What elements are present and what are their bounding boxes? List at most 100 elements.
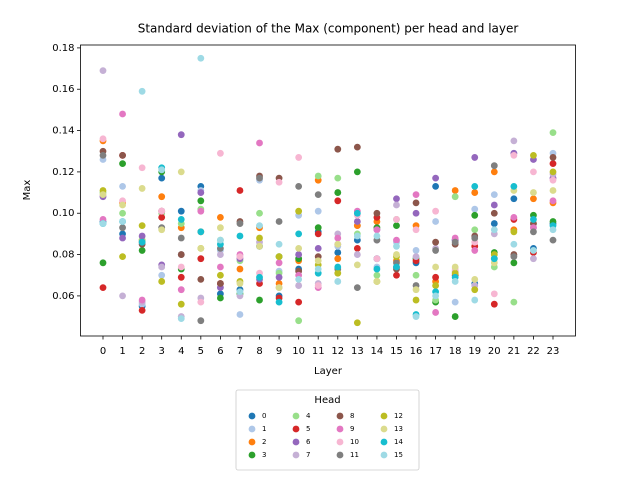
point bbox=[549, 187, 557, 194]
legend-label: 13 bbox=[394, 425, 403, 433]
point bbox=[119, 253, 126, 261]
point bbox=[334, 145, 342, 153]
point bbox=[216, 251, 224, 258]
legend-marker bbox=[248, 412, 256, 420]
point bbox=[295, 230, 303, 238]
point bbox=[158, 226, 166, 234]
point bbox=[549, 197, 557, 205]
point bbox=[373, 278, 381, 285]
point bbox=[119, 201, 126, 209]
point bbox=[216, 236, 224, 244]
point bbox=[158, 174, 166, 182]
legend-label: 10 bbox=[350, 438, 359, 446]
legend-marker bbox=[248, 438, 256, 446]
point bbox=[432, 247, 440, 254]
point bbox=[530, 228, 537, 236]
point bbox=[295, 207, 303, 215]
point bbox=[334, 255, 342, 263]
point bbox=[158, 271, 166, 279]
point bbox=[314, 244, 322, 252]
point bbox=[334, 269, 342, 277]
point bbox=[412, 296, 420, 304]
point bbox=[412, 199, 420, 207]
point bbox=[138, 164, 146, 172]
point bbox=[314, 257, 322, 265]
point bbox=[451, 278, 459, 285]
point bbox=[295, 154, 303, 161]
x-tick-label: 6 bbox=[217, 346, 223, 357]
point bbox=[177, 216, 185, 223]
point bbox=[490, 209, 498, 217]
point bbox=[471, 189, 479, 196]
x-tick-label: 0 bbox=[100, 346, 106, 357]
point bbox=[314, 191, 322, 199]
point bbox=[138, 247, 146, 254]
point bbox=[119, 151, 126, 159]
point bbox=[549, 168, 557, 176]
point bbox=[256, 174, 263, 182]
point bbox=[197, 298, 205, 306]
point bbox=[412, 191, 420, 199]
point bbox=[530, 189, 537, 196]
point bbox=[138, 222, 146, 230]
point bbox=[275, 259, 283, 267]
y-tick-label: 0.16 bbox=[52, 84, 74, 95]
point bbox=[549, 160, 557, 168]
point bbox=[334, 197, 342, 205]
x-tick-label: 10 bbox=[292, 346, 305, 357]
point bbox=[236, 220, 244, 227]
point bbox=[549, 176, 557, 184]
point bbox=[432, 282, 440, 289]
point bbox=[256, 234, 263, 242]
legend-marker bbox=[380, 425, 388, 433]
point bbox=[451, 298, 459, 306]
legend-label: 1 bbox=[262, 425, 266, 433]
point bbox=[393, 263, 400, 271]
point bbox=[530, 247, 537, 254]
legend-marker bbox=[292, 451, 300, 459]
x-tick-label: 13 bbox=[351, 346, 364, 357]
legend-label: 0 bbox=[262, 412, 266, 420]
point bbox=[177, 315, 185, 323]
point bbox=[353, 218, 361, 225]
point bbox=[236, 288, 244, 296]
point bbox=[510, 213, 518, 221]
point bbox=[158, 213, 166, 221]
point bbox=[353, 284, 361, 292]
legend-label: 7 bbox=[306, 451, 310, 459]
point bbox=[99, 67, 107, 75]
point bbox=[432, 207, 440, 215]
point bbox=[197, 228, 205, 236]
legend-marker bbox=[380, 438, 388, 446]
point bbox=[119, 160, 126, 168]
point bbox=[432, 182, 440, 190]
point bbox=[510, 259, 518, 267]
point bbox=[216, 263, 224, 271]
point bbox=[197, 189, 205, 196]
point bbox=[530, 255, 537, 263]
point bbox=[177, 207, 185, 215]
point bbox=[275, 298, 283, 306]
point bbox=[353, 232, 361, 240]
point bbox=[99, 151, 107, 159]
point bbox=[373, 271, 381, 279]
point bbox=[393, 195, 400, 203]
point bbox=[138, 87, 146, 95]
x-tick-label: 14 bbox=[371, 346, 384, 357]
legend-frame bbox=[235, 389, 420, 471]
point bbox=[490, 162, 498, 170]
point bbox=[236, 232, 244, 240]
legend-marker bbox=[336, 412, 344, 420]
point bbox=[197, 275, 205, 283]
point bbox=[393, 216, 400, 223]
point bbox=[197, 207, 205, 215]
legend-label: 11 bbox=[350, 451, 359, 459]
point bbox=[275, 240, 283, 248]
point bbox=[158, 207, 166, 215]
point bbox=[138, 185, 146, 192]
point bbox=[353, 251, 361, 258]
point bbox=[295, 244, 303, 252]
point bbox=[412, 247, 420, 254]
y-axis-label: Max bbox=[22, 180, 33, 201]
